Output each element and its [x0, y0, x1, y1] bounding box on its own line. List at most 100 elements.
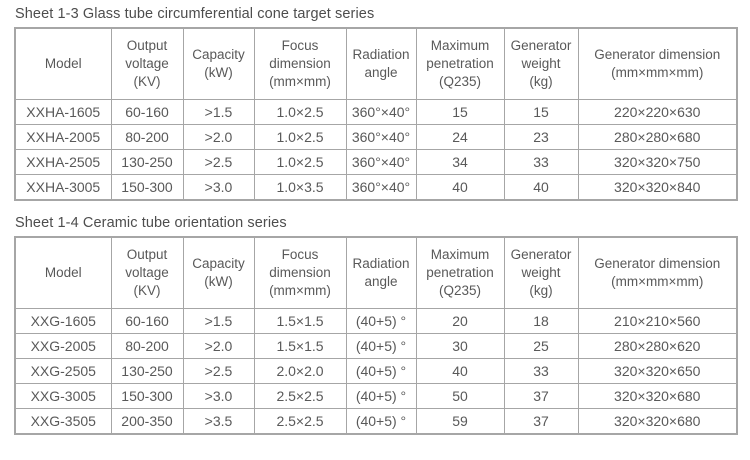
col-header-focus-dimension: Focus dimension (mm×mm) [253, 236, 347, 309]
output-voltage-cell: 60-160 [110, 308, 184, 334]
sheet-1-3-title: Sheet 1-3 Glass tube circumferential con… [15, 6, 375, 22]
radiation-angle-cell: 360°×40° [345, 149, 417, 175]
generator-dimension-cell: 320×320×840 [577, 174, 738, 201]
model-cell: XXHA-1605 [14, 99, 112, 125]
output-voltage-cell: 130-250 [110, 358, 184, 384]
table-row: XXHA-1605 60-160 >1.5 1.0×2.5 360°×40° 15 15 22… [14, 99, 738, 125]
capacity-cell: >2.5 [182, 149, 255, 175]
col-header-radiation-angle: Radiation angle [345, 27, 417, 100]
output-voltage-cell: 150-300 [110, 174, 184, 201]
radiation-angle-cell: 360°×40° [345, 124, 417, 150]
generator-dimension-cell: 320×320×680 [577, 383, 738, 409]
model-cell: XXG-2005 [14, 333, 112, 359]
header-row: Model Output voltage (KV) Capacity (kW) … [14, 27, 738, 100]
output-voltage-cell: 80-200 [110, 124, 184, 150]
generator-dimension-cell: 320×320×680 [577, 408, 738, 435]
generator-dimension-cell: 220×220×630 [577, 99, 738, 125]
col-header-capacity: Capacity (kW) [182, 236, 255, 309]
focus-dimension-cell: 1.5×1.5 [253, 333, 347, 359]
table-row: XXG-3005 150-300 >3.0 2.5×2.5 (40+5) ° 50 37 32… [14, 383, 738, 409]
output-voltage-cell: 150-300 [110, 383, 184, 409]
model-cell: XXG-3505 [14, 408, 112, 435]
col-header-model: Model [14, 27, 112, 100]
ceramic-tube-spec-table: Model Output voltage (KV) Capacity (kW) … [14, 236, 738, 435]
table-row: XXHA-3005 150-300 >3.0 1.0×3.5 360°×40° 40 40 3… [14, 174, 738, 201]
generator-dimension-cell: 210×210×560 [577, 308, 738, 334]
focus-dimension-cell: 1.5×1.5 [253, 308, 347, 334]
maximum-penetration-cell: 24 [415, 124, 505, 150]
table-row: XXHA-2005 80-200 >2.0 1.0×2.5 360°×40° 24 23 28… [14, 124, 738, 150]
maximum-penetration-cell: 34 [415, 149, 505, 175]
focus-dimension-cell: 1.0×2.5 [253, 99, 347, 125]
radiation-angle-cell: (40+5) ° [345, 358, 417, 384]
generator-weight-cell: 23 [503, 124, 579, 150]
maximum-penetration-cell: 30 [415, 333, 505, 359]
generator-weight-cell: 15 [503, 99, 579, 125]
col-header-generator-dimension: Generator dimension (mm×mm×mm) [577, 236, 738, 309]
table-row: XXG-2505 130-250 >2.5 2.0×2.0 (40+5) ° 40 33 32… [14, 358, 738, 384]
focus-dimension-cell: 1.0×3.5 [253, 174, 347, 201]
table-body-1: XXG-1605 60-160 >1.5 1.5×1.5 (40+5) ° 20 18 210… [14, 308, 738, 435]
model-cell: XXG-3005 [14, 383, 112, 409]
col-header-radiation-angle: Radiation angle [345, 236, 417, 309]
capacity-cell: >3.0 [182, 174, 255, 201]
model-cell: XXHA-2505 [14, 149, 112, 175]
col-header-output-voltage: Output voltage (KV) [110, 236, 184, 309]
generator-weight-cell: 18 [503, 308, 579, 334]
col-header-generator-dimension: Generator dimension (mm×mm×mm) [577, 27, 738, 100]
focus-dimension-cell: 2.5×2.5 [253, 408, 347, 435]
table-row: XXHA-2505 130-250 >2.5 1.0×2.5 360°×40° 34 33 3… [14, 149, 738, 175]
output-voltage-cell: 200-350 [110, 408, 184, 435]
capacity-cell: >3.5 [182, 408, 255, 435]
generator-weight-cell: 33 [503, 149, 579, 175]
capacity-cell: >3.0 [182, 383, 255, 409]
col-header-output-voltage: Output voltage (KV) [110, 27, 184, 100]
generator-weight-cell: 40 [503, 174, 579, 201]
generator-weight-cell: 37 [503, 383, 579, 409]
generator-weight-cell: 37 [503, 408, 579, 435]
ceramic-tube-section: Sheet 1-4 Ceramic tube orientation serie… [14, 214, 738, 435]
output-voltage-cell: 80-200 [110, 333, 184, 359]
col-header-model: Model [14, 236, 112, 309]
col-header-maximum-penetration: Maximum penetration (Q235) [415, 236, 505, 309]
capacity-cell: >1.5 [182, 99, 255, 125]
table-row: XXG-2005 80-200 >2.0 1.5×1.5 (40+5) ° 30 25 280… [14, 333, 738, 359]
maximum-penetration-cell: 50 [415, 383, 505, 409]
model-cell: XXG-2505 [14, 358, 112, 384]
generator-dimension-cell: 320×320×750 [577, 149, 738, 175]
radiation-angle-cell: 360°×40° [345, 174, 417, 201]
maximum-penetration-cell: 40 [415, 174, 505, 201]
maximum-penetration-cell: 40 [415, 358, 505, 384]
capacity-cell: >2.0 [182, 124, 255, 150]
col-header-maximum-penetration: Maximum penetration (Q235) [415, 27, 505, 100]
focus-dimension-cell: 1.0×2.5 [253, 149, 347, 175]
focus-dimension-cell: 2.5×2.5 [253, 383, 347, 409]
col-header-generator-weight: Generator weight (kg) [503, 27, 579, 100]
col-header-focus-dimension: Focus dimension (mm×mm) [253, 27, 347, 100]
generator-weight-cell: 25 [503, 333, 579, 359]
glass-tube-spec-table: Model Output voltage (KV) Capacity (kW) … [14, 27, 738, 201]
generator-dimension-cell: 320×320×650 [577, 358, 738, 384]
capacity-cell: >2.0 [182, 333, 255, 359]
generator-weight-cell: 33 [503, 358, 579, 384]
capacity-cell: >1.5 [182, 308, 255, 334]
radiation-angle-cell: (40+5) ° [345, 383, 417, 409]
table-body-0: XXHA-1605 60-160 >1.5 1.0×2.5 360°×40° 15 15 22… [14, 99, 738, 201]
col-header-generator-weight: Generator weight (kg) [503, 236, 579, 309]
focus-dimension-cell: 2.0×2.0 [253, 358, 347, 384]
maximum-penetration-cell: 20 [415, 308, 505, 334]
model-cell: XXHA-2005 [14, 124, 112, 150]
radiation-angle-cell: (40+5) ° [345, 333, 417, 359]
maximum-penetration-cell: 59 [415, 408, 505, 435]
sheet-1-4-title: Sheet 1-4 Ceramic tube orientation serie… [15, 215, 287, 231]
model-cell: XXG-1605 [14, 308, 112, 334]
generator-dimension-cell: 280×280×620 [577, 333, 738, 359]
radiation-angle-cell: 360°×40° [345, 99, 417, 125]
model-cell: XXHA-3005 [14, 174, 112, 201]
maximum-penetration-cell: 15 [415, 99, 505, 125]
focus-dimension-cell: 1.0×2.5 [253, 124, 347, 150]
capacity-cell: >2.5 [182, 358, 255, 384]
header-row: Model Output voltage (KV) Capacity (kW) … [14, 236, 738, 309]
radiation-angle-cell: (40+5) ° [345, 308, 417, 334]
